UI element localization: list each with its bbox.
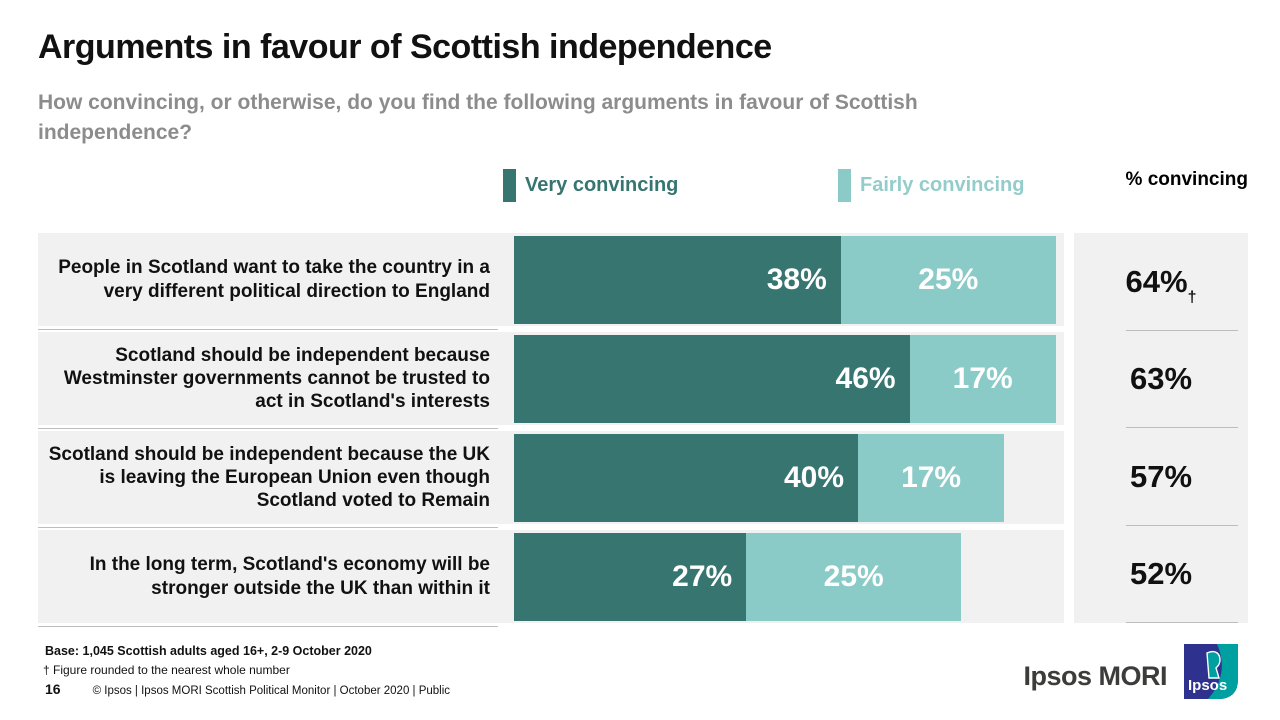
legend-item-fairly-convincing: Fairly convincing xyxy=(838,169,1024,202)
row-label: Scotland should be independent because t… xyxy=(48,443,490,512)
total-cell: 63% xyxy=(1074,331,1248,429)
bar-track: 38% 25% xyxy=(514,233,1064,326)
bar-track: 40% 17% xyxy=(514,431,1064,524)
legend-label-fairly: Fairly convincing xyxy=(860,174,1025,196)
logo-teal-shape xyxy=(1208,644,1238,699)
copyright-credit: © Ipsos | Ipsos MORI Scottish Political … xyxy=(92,685,451,697)
bar-segment-fairly: 17% xyxy=(909,334,1056,423)
totals-column-header: % convincing xyxy=(1125,169,1248,190)
total-cell: 52% xyxy=(1074,526,1248,624)
bar-segment-fairly: 25% xyxy=(840,235,1056,324)
subtitle-question: How convincing, or otherwise, do you fin… xyxy=(38,91,918,145)
footer-credit-line: 16 © Ipsos | Ipsos MORI Scottish Politic… xyxy=(45,681,450,697)
page-title: Arguments in favour of Scottish independ… xyxy=(38,28,772,66)
base-note: Base: 1,045 Scottish adults aged 16+, 2-… xyxy=(45,644,372,658)
row-label: In the long term, Scotland's economy wil… xyxy=(89,554,490,599)
total-cell: 57% xyxy=(1074,428,1248,526)
logo-text: Ipsos xyxy=(1188,677,1227,694)
total-value: 57% xyxy=(1129,458,1193,494)
bar-segment-very: 38% xyxy=(514,235,841,324)
page-number: 16 xyxy=(45,681,61,697)
bar-segment-very: 27% xyxy=(514,532,747,621)
total-value: 52% xyxy=(1129,556,1193,592)
very-convincing-swatch-icon xyxy=(503,169,516,202)
legend: Very convincing Fairly convincing % conv… xyxy=(0,169,1280,205)
bar-value-label-fairly: 25% xyxy=(918,262,979,296)
logo-face-profile-icon xyxy=(1206,650,1221,679)
bar-segment-fairly: 17% xyxy=(858,433,1005,522)
bar-segment-fairly: 25% xyxy=(746,532,962,621)
bar-value-label-fairly: 25% xyxy=(823,559,884,593)
totals-panel: 64% † 63% 57% 52% xyxy=(1074,233,1248,623)
chart-row: In the long term, Scotland's economy wil… xyxy=(38,530,1064,627)
bar-value-label-very: 40% xyxy=(783,460,844,494)
row-label: People in Scotland want to take the coun… xyxy=(58,257,490,302)
bar-value-label-fairly: 17% xyxy=(901,460,962,494)
total-value: 64% xyxy=(1125,263,1188,299)
chart-rows: People in Scotland want to take the coun… xyxy=(38,233,1064,627)
legend-label-very: Very convincing xyxy=(525,174,679,196)
dagger-footnote: † Figure rounded to the nearest whole nu… xyxy=(43,663,290,677)
bar-track: 27% 25% xyxy=(514,530,1064,623)
chart-row: Scotland should be independent because W… xyxy=(38,332,1064,429)
bar-value-label-fairly: 17% xyxy=(952,361,1013,395)
bar-value-label-very: 46% xyxy=(835,361,896,395)
bar-track: 46% 17% xyxy=(514,332,1064,425)
bar-segment-very: 40% xyxy=(514,433,858,522)
legend-item-very-convincing: Very convincing xyxy=(503,169,678,202)
chart-row: People in Scotland want to take the coun… xyxy=(38,233,1064,330)
chart-row: Scotland should be independent because t… xyxy=(38,431,1064,528)
bar-segment-very: 46% xyxy=(514,334,910,423)
total-cell: 64% † xyxy=(1074,233,1248,331)
ipsos-mori-wordmark: Ipsos MORI xyxy=(1023,661,1167,691)
stacked-bar-chart: People in Scotland want to take the coun… xyxy=(38,233,1248,627)
ipsos-logo-icon: Ipsos xyxy=(1184,644,1238,699)
fairly-convincing-swatch-icon xyxy=(838,169,851,202)
total-note-dagger: † xyxy=(1187,288,1197,306)
row-label: Scotland should be independent because W… xyxy=(63,344,490,413)
total-value: 63% xyxy=(1129,361,1193,397)
bar-value-label-very: 38% xyxy=(766,262,827,296)
bar-value-label-very: 27% xyxy=(672,559,733,593)
